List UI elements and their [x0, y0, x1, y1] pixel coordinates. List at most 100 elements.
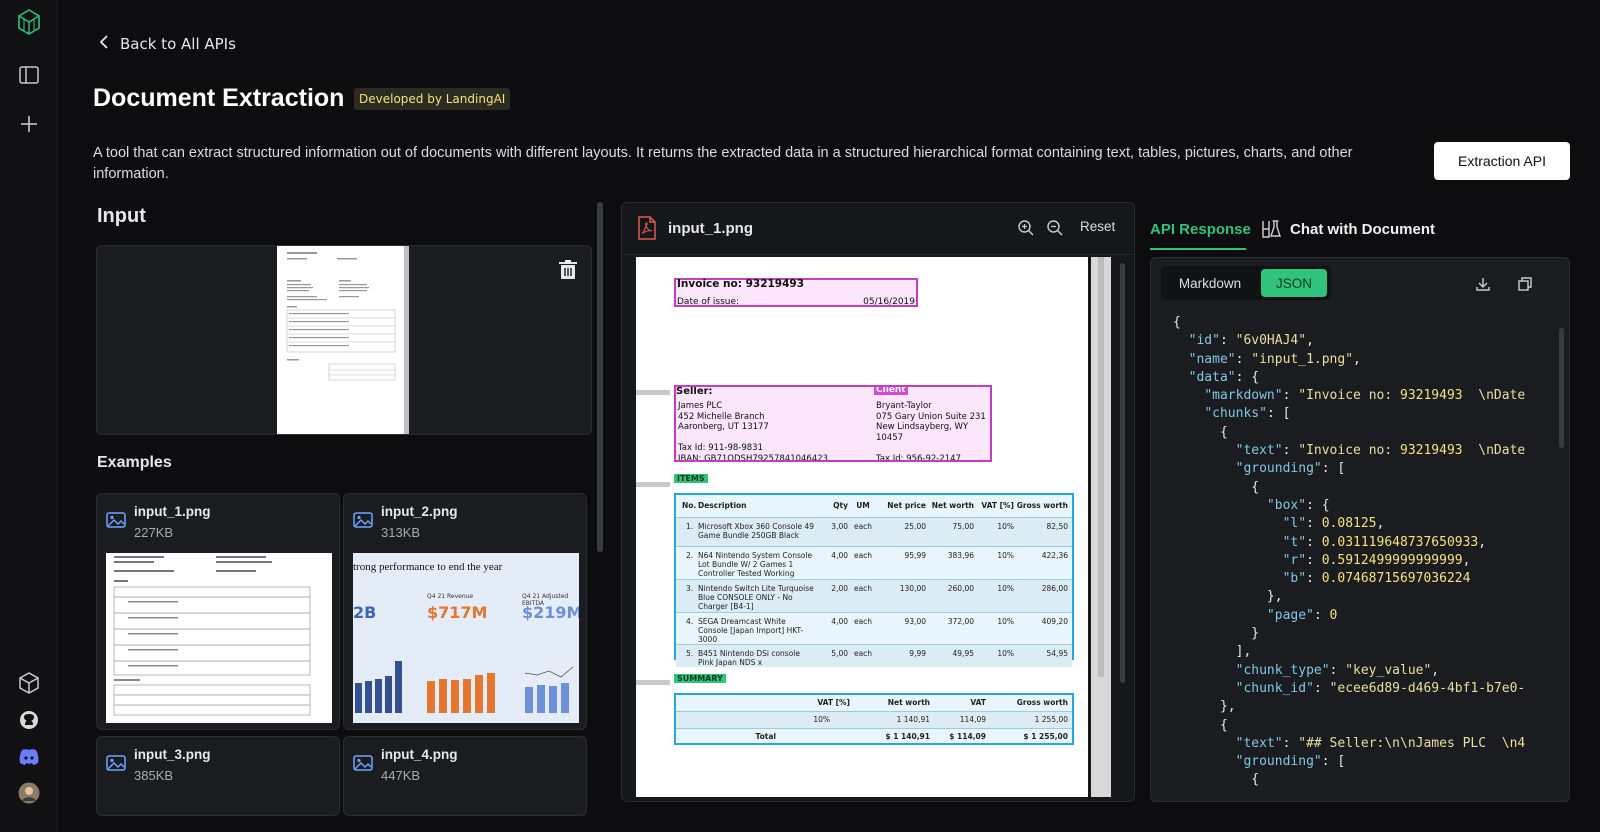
json-line: }, — [1173, 589, 1283, 605]
reset-zoom-button[interactable]: Reset — [1080, 219, 1116, 234]
cube-icon[interactable] — [17, 671, 41, 695]
json-line: }, — [1173, 699, 1236, 715]
preview-metric-2-label: Q4 21 Adjusted EBITDA — [522, 593, 569, 607]
json-toggle-button[interactable]: JSON — [1261, 269, 1327, 297]
download-icon[interactable] — [1475, 276, 1491, 296]
new-item-plus-icon[interactable] — [17, 112, 41, 136]
sidebar-toggle-icon[interactable] — [17, 63, 41, 87]
json-line: { — [1173, 315, 1181, 330]
gutter-mark — [636, 390, 670, 395]
json-line: "box": { — [1266, 497, 1330, 513]
seller-details: James PLC 452 Michelle Branch Aaronberg, U… — [678, 401, 829, 462]
zoom-out-icon[interactable] — [1047, 220, 1063, 240]
extraction-api-button[interactable]: Extraction API — [1434, 142, 1570, 180]
tab-api-response[interactable]: API Response — [1150, 221, 1251, 238]
github-icon[interactable] — [17, 708, 41, 732]
table-header-row: VAT [%] Net worth VAT Gross worth — [817, 698, 1068, 708]
json-line: "b": 0.07468715697036224 — [1282, 571, 1471, 587]
document-viewer: input_1.png Reset Invoice no: 93219493 D… — [621, 202, 1135, 802]
discord-icon[interactable] — [17, 745, 41, 769]
document-page-scrollbar[interactable] — [1091, 257, 1111, 797]
example-size: 447KB — [381, 768, 421, 783]
image-file-icon — [353, 755, 373, 775]
developer-badge: Developed by LandingAI — [354, 88, 511, 110]
items-table: No. Description Qty UM Net price Net wor… — [676, 495, 1072, 667]
preview-metric-1: $717M — [427, 603, 488, 622]
json-line: "id": "6v0HAJ4", — [1188, 333, 1314, 349]
tab-chat-with-document[interactable]: Chat with Document — [1290, 221, 1435, 238]
examples-heading: Examples — [97, 454, 172, 471]
example-card-input-4[interactable]: input_4.png 447KB — [343, 736, 587, 816]
date-label: Date of issue: — [677, 297, 740, 307]
response-panel: API Response Chat with Document Markdown… — [1150, 202, 1580, 802]
example-size: 227KB — [134, 525, 174, 540]
viewer-header: input_1.png Reset — [622, 203, 1134, 255]
preview-metric-1-label: Q4 21 Revenue — [427, 593, 474, 600]
active-tab-indicator — [1150, 248, 1246, 250]
copy-icon[interactable] — [1517, 276, 1533, 296]
json-line: "page": 0 — [1266, 607, 1338, 623]
json-line: { — [1173, 424, 1228, 440]
zoom-in-icon[interactable] — [1018, 220, 1034, 240]
json-line: "chunks": [ — [1204, 406, 1291, 422]
landingai-logo-icon[interactable] — [17, 9, 41, 35]
table-row: Total $ 1 140,91 $ 114,09 $ 1 255,00 — [676, 728, 1072, 744]
client-details: Bryant-Taylor 075 Gary Union Suite 231 New… — [876, 401, 986, 462]
example-card-input-2[interactable]: input_2.png 313KB trong performance to e… — [343, 493, 587, 730]
grounding-box-invoice[interactable]: Invoice no: 93219493 Date of issue: 05/1… — [674, 278, 918, 307]
left-rail — [0, 0, 58, 832]
json-line: "data": { — [1188, 369, 1260, 385]
json-line: { — [1173, 717, 1228, 733]
json-code-block: { "id": "6v0HAJ4", "name": "input_1.png"… — [1173, 314, 1525, 790]
json-scrollbar[interactable] — [1559, 328, 1564, 448]
gutter-mark — [636, 482, 670, 487]
left-panel-scrollbar[interactable] — [597, 202, 603, 552]
example-name: input_1.png — [134, 504, 211, 519]
json-response-box: Markdown JSON { "id": "6v0HAJ4", "name":… — [1150, 257, 1570, 802]
json-line: { — [1173, 772, 1260, 788]
table-row: 2. N64 Nintendo System Console Lot Bundle… — [676, 546, 1072, 579]
image-file-icon — [106, 755, 126, 775]
delete-input-trash-icon[interactable] — [559, 260, 577, 284]
json-line: ], — [1173, 644, 1252, 660]
grounding-box-summary-table[interactable]: VAT [%] Net worth VAT Gross worth 10% 1 1… — [674, 693, 1074, 745]
input-heading: Input — [97, 205, 146, 227]
example-size: 385KB — [134, 768, 174, 783]
date-value: 05/16/2019 — [863, 297, 915, 307]
example-size: 313KB — [381, 525, 421, 540]
chevron-left-icon — [98, 34, 110, 54]
user-avatar[interactable] — [17, 781, 41, 805]
example-card-input-1[interactable]: input_1.png 227KB — [96, 493, 340, 730]
preview-metric-3: 2B — [353, 603, 377, 622]
grounding-box-seller-client[interactable]: Seller: James PLC 452 Michelle Branch Aaro… — [674, 385, 992, 462]
example-name: input_4.png — [381, 747, 458, 762]
json-line: "grounding": [ — [1235, 754, 1346, 770]
back-to-all-apis-link[interactable]: Back to All APIs — [98, 34, 236, 54]
viewer-file-name: input_1.png — [668, 220, 753, 237]
markdown-toggle-button[interactable]: Markdown — [1165, 269, 1255, 297]
preview-metric-2: $219M — [522, 603, 579, 622]
invoice-number: Invoice no: 93219493 — [677, 278, 805, 290]
page-description: A tool that can extract structured infor… — [93, 145, 1353, 182]
image-file-icon — [106, 512, 126, 532]
json-line: "text": "## Seller:\n\nJames PLC \n4 — [1235, 735, 1526, 751]
preview-title: trong performance to end the year — [353, 561, 503, 573]
gutter-mark — [636, 680, 670, 685]
flask-icon — [1260, 219, 1282, 243]
json-line: "grounding": [ — [1235, 461, 1346, 477]
json-line: "name": "input_1.png", — [1188, 351, 1361, 367]
table-row: 10% 1 140,91 114,09 1 255,00 — [676, 711, 1072, 728]
format-toggle: Markdown JSON — [1161, 266, 1331, 300]
example-name: input_2.png — [381, 504, 458, 519]
table-row: 3. Nintendo Switch Lite Turquoise Blue CO… — [676, 579, 1072, 612]
input-upload-area[interactable] — [96, 245, 592, 435]
summary-table: VAT [%] Net worth VAT Gross worth 10% 1 1… — [676, 695, 1072, 744]
viewer-scrollbar[interactable] — [1120, 263, 1125, 683]
grounding-box-items-table[interactable]: No. Description Qty UM Net price Net wor… — [674, 493, 1074, 667]
json-line: "t": 0.031119648737650933, — [1282, 534, 1487, 550]
scrollbar-thumb[interactable] — [1098, 257, 1104, 677]
example-card-input-3[interactable]: input_3.png 385KB — [96, 736, 340, 816]
main-area: Back to All APIs Document Extraction Dev… — [58, 0, 1600, 832]
table-row: 5. B451 Nintendo DSi console Pink Japan N… — [676, 644, 1072, 667]
json-line: { — [1173, 479, 1260, 495]
